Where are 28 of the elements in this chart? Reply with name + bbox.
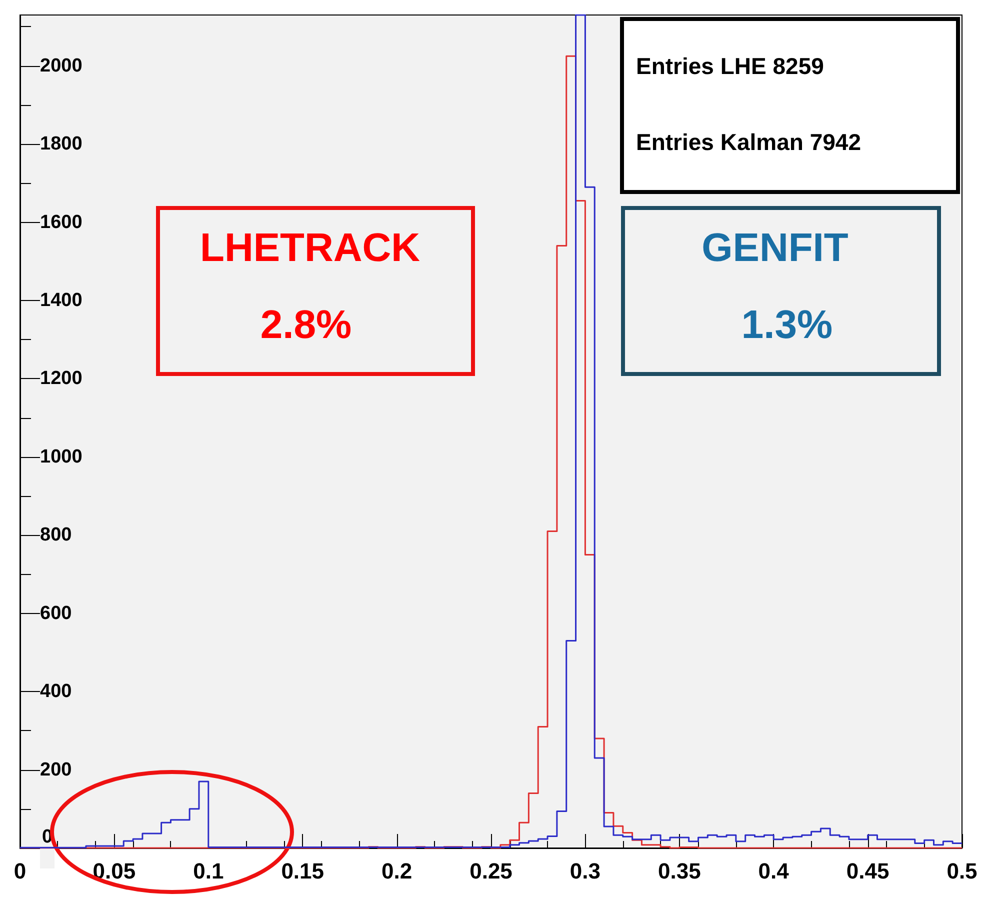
y-tick-label: 400	[40, 681, 72, 702]
annotation: 2.8%	[260, 303, 352, 347]
annotation: Entries LHE 8259	[636, 53, 824, 80]
x-tick-label: 0.1	[193, 858, 224, 884]
y-tick-label: 800	[40, 524, 72, 546]
annotation: LHETRACK	[200, 226, 420, 270]
annotation: Entries Kalman 7942	[636, 129, 862, 156]
x-tick-label: 0.35	[658, 858, 701, 884]
annotation: GENFIT	[702, 226, 848, 270]
x-tick-label: 0.2	[382, 858, 412, 884]
y-tick-label: 1200	[40, 368, 82, 390]
y-tick-label: 1600	[40, 212, 82, 233]
y-tick-label: 600	[40, 602, 72, 624]
x-tick-label: 0.4	[758, 858, 790, 884]
y-tick-label: 1800	[40, 134, 82, 155]
text-box: Entries LHE 8259 Entries Kalman 7942	[620, 17, 960, 194]
x-tick-label: 0.45	[846, 858, 890, 884]
x-tick-label: 0.3	[570, 858, 600, 884]
y-tick-label: 1400	[40, 290, 82, 311]
annotation: 1.3%	[741, 303, 833, 347]
y-tick-label: 1000	[40, 446, 82, 468]
y-tick-label: 200	[40, 759, 72, 780]
x-tick-label: 0.15	[281, 858, 324, 884]
y-tick-label: 2000	[40, 55, 82, 76]
x-tick-label: 0.05	[92, 858, 136, 884]
x-tick-label: 0.5	[946, 858, 978, 884]
x-tick-label: 0.25	[470, 858, 512, 884]
x-tick-label: 0	[14, 858, 26, 884]
